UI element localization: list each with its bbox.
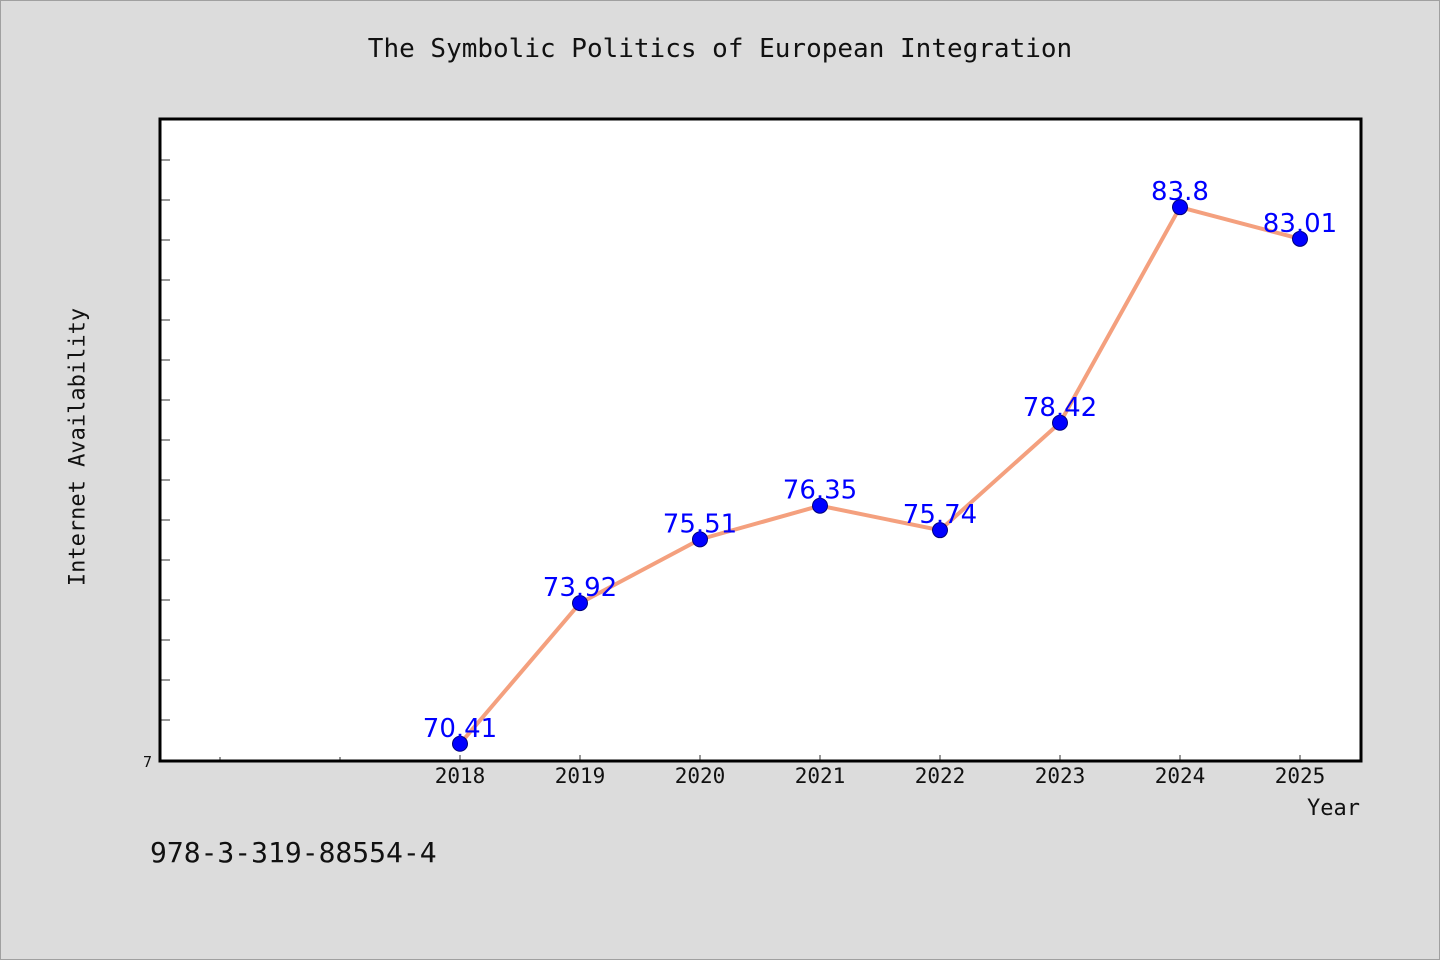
x-tick-label: 2020 (675, 764, 726, 788)
data-label: 70.41 (423, 714, 497, 744)
x-tick-label: 2023 (1035, 764, 1086, 788)
data-point (1292, 230, 1308, 247)
x-axis-label: Year (1307, 796, 1360, 821)
data-label: 75.51 (663, 509, 737, 539)
plot-area (160, 119, 1361, 761)
y-tick-label: 7 (143, 753, 152, 771)
chart-title: The Symbolic Politics of European Integr… (367, 34, 1073, 64)
x-tick-label: 2022 (915, 764, 966, 788)
data-label: 78.42 (1023, 393, 1097, 423)
data-label: 83.8 (1151, 177, 1209, 207)
x-tick-label: 2021 (795, 764, 846, 788)
data-point (1052, 414, 1068, 431)
x-tick-label: 2019 (555, 764, 606, 788)
data-point (692, 531, 708, 548)
data-point (1172, 199, 1188, 216)
data-point (812, 497, 828, 514)
data-point (452, 735, 468, 752)
x-tick-label: 2025 (1275, 764, 1326, 788)
data-label: 73.92 (543, 573, 617, 603)
data-label: 76.35 (783, 476, 857, 506)
data-label: 83.01 (1263, 209, 1337, 239)
data-point (932, 522, 948, 539)
x-tick-label: 2024 (1155, 764, 1206, 788)
x-tick-label: 2018 (435, 764, 486, 788)
series-line (458, 205, 1302, 746)
data-point (572, 595, 588, 612)
data-label: 75.74 (903, 500, 977, 530)
isbn-caption: 978-3-319-88554-4 (150, 836, 437, 869)
plot-border (158, 117, 1363, 763)
